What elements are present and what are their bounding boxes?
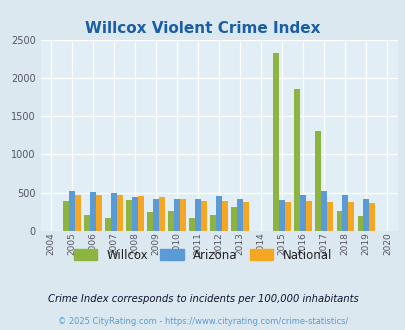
Bar — [300, 195, 305, 231]
Bar — [105, 218, 111, 231]
Bar — [200, 201, 207, 231]
Bar — [159, 197, 164, 231]
Bar — [90, 192, 96, 231]
Bar — [231, 207, 237, 231]
Bar — [326, 202, 333, 231]
Bar — [357, 216, 362, 231]
Bar — [117, 195, 123, 231]
Text: Crime Index corresponds to incidents per 100,000 inhabitants: Crime Index corresponds to incidents per… — [47, 294, 358, 304]
Bar — [189, 218, 195, 231]
Bar — [216, 196, 222, 231]
Bar — [138, 196, 144, 231]
Bar — [222, 201, 228, 231]
Bar — [69, 191, 75, 231]
Bar — [273, 53, 279, 231]
Bar — [153, 199, 159, 231]
Bar — [168, 212, 174, 231]
Bar — [75, 195, 81, 231]
Bar — [347, 202, 353, 231]
Bar — [243, 202, 249, 231]
Text: © 2025 CityRating.com - https://www.cityrating.com/crime-statistics/: © 2025 CityRating.com - https://www.city… — [58, 317, 347, 326]
Bar — [195, 199, 200, 231]
Bar — [84, 215, 90, 231]
Bar — [362, 199, 369, 231]
Legend: Willcox, Arizona, National: Willcox, Arizona, National — [69, 244, 336, 266]
Bar — [147, 212, 153, 231]
Bar — [369, 203, 374, 231]
Bar — [237, 199, 243, 231]
Bar — [315, 131, 321, 231]
Bar — [294, 89, 300, 231]
Bar — [210, 215, 216, 231]
Bar — [96, 195, 102, 231]
Bar — [341, 195, 347, 231]
Bar — [336, 211, 341, 231]
Bar — [305, 201, 311, 231]
Bar — [63, 201, 69, 231]
Bar — [180, 199, 185, 231]
Bar — [126, 200, 132, 231]
Bar — [132, 197, 138, 231]
Bar — [279, 200, 285, 231]
Text: Willcox Violent Crime Index: Willcox Violent Crime Index — [85, 21, 320, 36]
Bar — [111, 193, 117, 231]
Bar — [285, 202, 290, 231]
Bar — [321, 191, 326, 231]
Bar — [174, 199, 180, 231]
